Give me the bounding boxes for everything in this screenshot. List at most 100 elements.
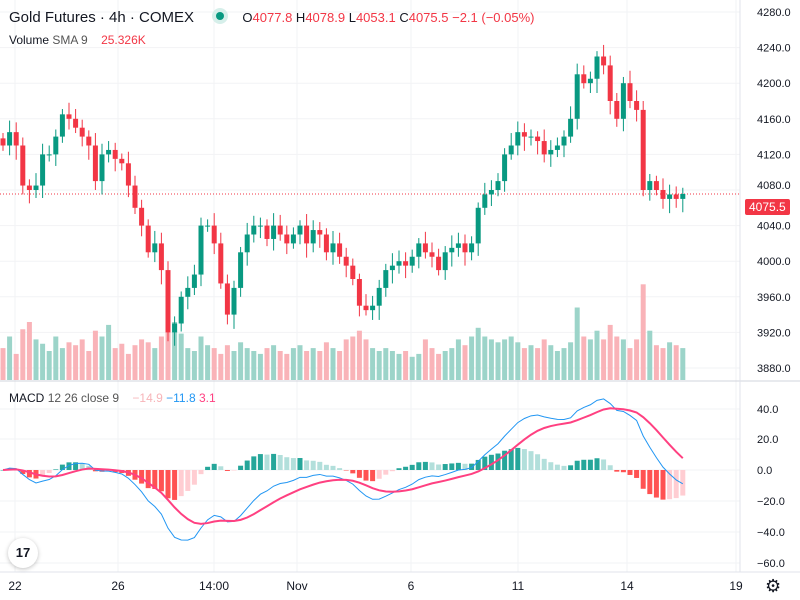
volume-bar <box>640 284 646 380</box>
macd-histogram-bar <box>416 462 422 470</box>
macd-histogram-bar <box>396 468 402 470</box>
volume-bar <box>429 348 435 380</box>
volume-bar <box>231 351 237 380</box>
time-tick-label: 26 <box>111 579 125 593</box>
candle-body <box>554 145 560 150</box>
macd-histogram-bar <box>152 470 158 489</box>
macd-histogram-bar <box>541 458 547 470</box>
candle-body <box>145 225 151 253</box>
candle-body <box>383 270 389 288</box>
candle-body <box>442 252 448 271</box>
volume-bar <box>264 348 270 380</box>
candle-body <box>132 185 138 208</box>
volume-bar <box>634 339 640 380</box>
volume-bar <box>271 345 277 380</box>
macd-tick-label: 40.0 <box>757 404 778 416</box>
volume-bar <box>653 345 659 380</box>
macd-tick-label: −20.0 <box>757 496 785 508</box>
candle-body <box>416 243 422 257</box>
volume-bar <box>40 343 46 380</box>
volume-bar <box>152 348 158 380</box>
candle-body <box>238 252 244 288</box>
volume-bar <box>218 353 224 380</box>
macd-histogram-bar <box>508 449 514 470</box>
macd-histogram-bar <box>469 463 475 470</box>
symbol-title[interactable]: Gold Futures · 4h · COMEX <box>9 9 195 26</box>
volume-legend[interactable]: Volume SMA 9 25.326K <box>9 33 146 47</box>
macd-histogram-bar <box>191 470 197 485</box>
volume-bar <box>488 339 494 380</box>
volume-bar <box>257 353 263 380</box>
volume-bar <box>33 339 39 380</box>
volume-bar <box>548 345 554 380</box>
macd-histogram-bar <box>607 465 613 470</box>
volume-bar <box>561 348 567 380</box>
macd-histogram-bar <box>488 454 494 470</box>
macd-histogram-bar <box>436 464 442 470</box>
tradingview-logo[interactable]: 17 <box>8 538 38 568</box>
macd-histogram-bar <box>455 462 461 470</box>
candle-body <box>59 114 65 137</box>
volume-bar <box>607 324 613 380</box>
candle-body <box>475 207 481 244</box>
volume-bar <box>350 336 356 380</box>
volume-bar <box>132 345 138 380</box>
volume-bar <box>601 339 607 380</box>
price-tick-label: 3880.0 <box>757 363 791 375</box>
candle-body <box>251 225 257 235</box>
volume-bar <box>422 339 428 380</box>
candle-body <box>515 132 521 146</box>
volume-bar <box>508 336 514 380</box>
candle-body <box>640 109 646 190</box>
macd-histogram-bar <box>647 470 653 495</box>
macd-histogram-bar <box>79 463 85 470</box>
volume-bar <box>581 336 587 380</box>
volume-bar <box>515 342 521 380</box>
candle-body <box>548 149 554 155</box>
macd-histogram-bar <box>297 458 303 470</box>
candle-body <box>125 163 131 186</box>
macd-histogram-bar <box>304 460 310 470</box>
candle-body <box>20 145 26 186</box>
settings-gear-icon[interactable]: ⚙ <box>765 576 782 596</box>
macd-histogram-bar <box>317 461 323 470</box>
macd-histogram-bar <box>403 466 409 470</box>
macd-histogram-bar <box>667 470 673 500</box>
candle-body <box>323 234 329 253</box>
price-tick-label: 4240.0 <box>757 43 791 55</box>
candle-body <box>13 132 19 146</box>
volume-bar <box>79 339 85 380</box>
macd-histogram-bar <box>145 470 151 489</box>
macd-histogram-bar <box>634 470 640 478</box>
macd-histogram-bar <box>653 470 659 498</box>
macd-histogram-bar <box>53 469 59 470</box>
macd-histogram-bar <box>422 461 428 470</box>
volume-bar <box>673 345 679 380</box>
macd-histogram-bar <box>350 470 356 474</box>
price-tick-label: 3960.0 <box>757 292 791 304</box>
macd-legend[interactable]: MACD 12 26 close 9 −14.9 −11.8 3.1 <box>9 391 216 405</box>
candle-body <box>436 256 442 271</box>
macd-histogram-bar <box>290 458 296 470</box>
candle-body <box>680 194 686 199</box>
candle-body <box>297 225 303 235</box>
candle-body <box>271 225 277 239</box>
volume-sma-label: SMA 9 <box>52 33 88 47</box>
macd-histogram-bar <box>277 455 283 470</box>
volume-bar <box>26 322 32 380</box>
volume-value: 25.326K <box>101 33 146 47</box>
candle-body <box>205 225 211 227</box>
candle-body <box>46 154 52 156</box>
candle-body <box>198 225 204 275</box>
volume-bar <box>323 342 329 380</box>
candle-body <box>66 114 72 119</box>
market-status-icon <box>212 8 229 24</box>
macd-histogram-bar <box>548 462 554 470</box>
macd-histogram-bar <box>370 470 376 482</box>
candle-body <box>99 154 105 182</box>
macd-histogram-bar <box>568 465 574 470</box>
macd-tick-label: 20.0 <box>757 434 778 446</box>
volume-bar <box>574 307 580 380</box>
candle-body <box>304 225 310 244</box>
